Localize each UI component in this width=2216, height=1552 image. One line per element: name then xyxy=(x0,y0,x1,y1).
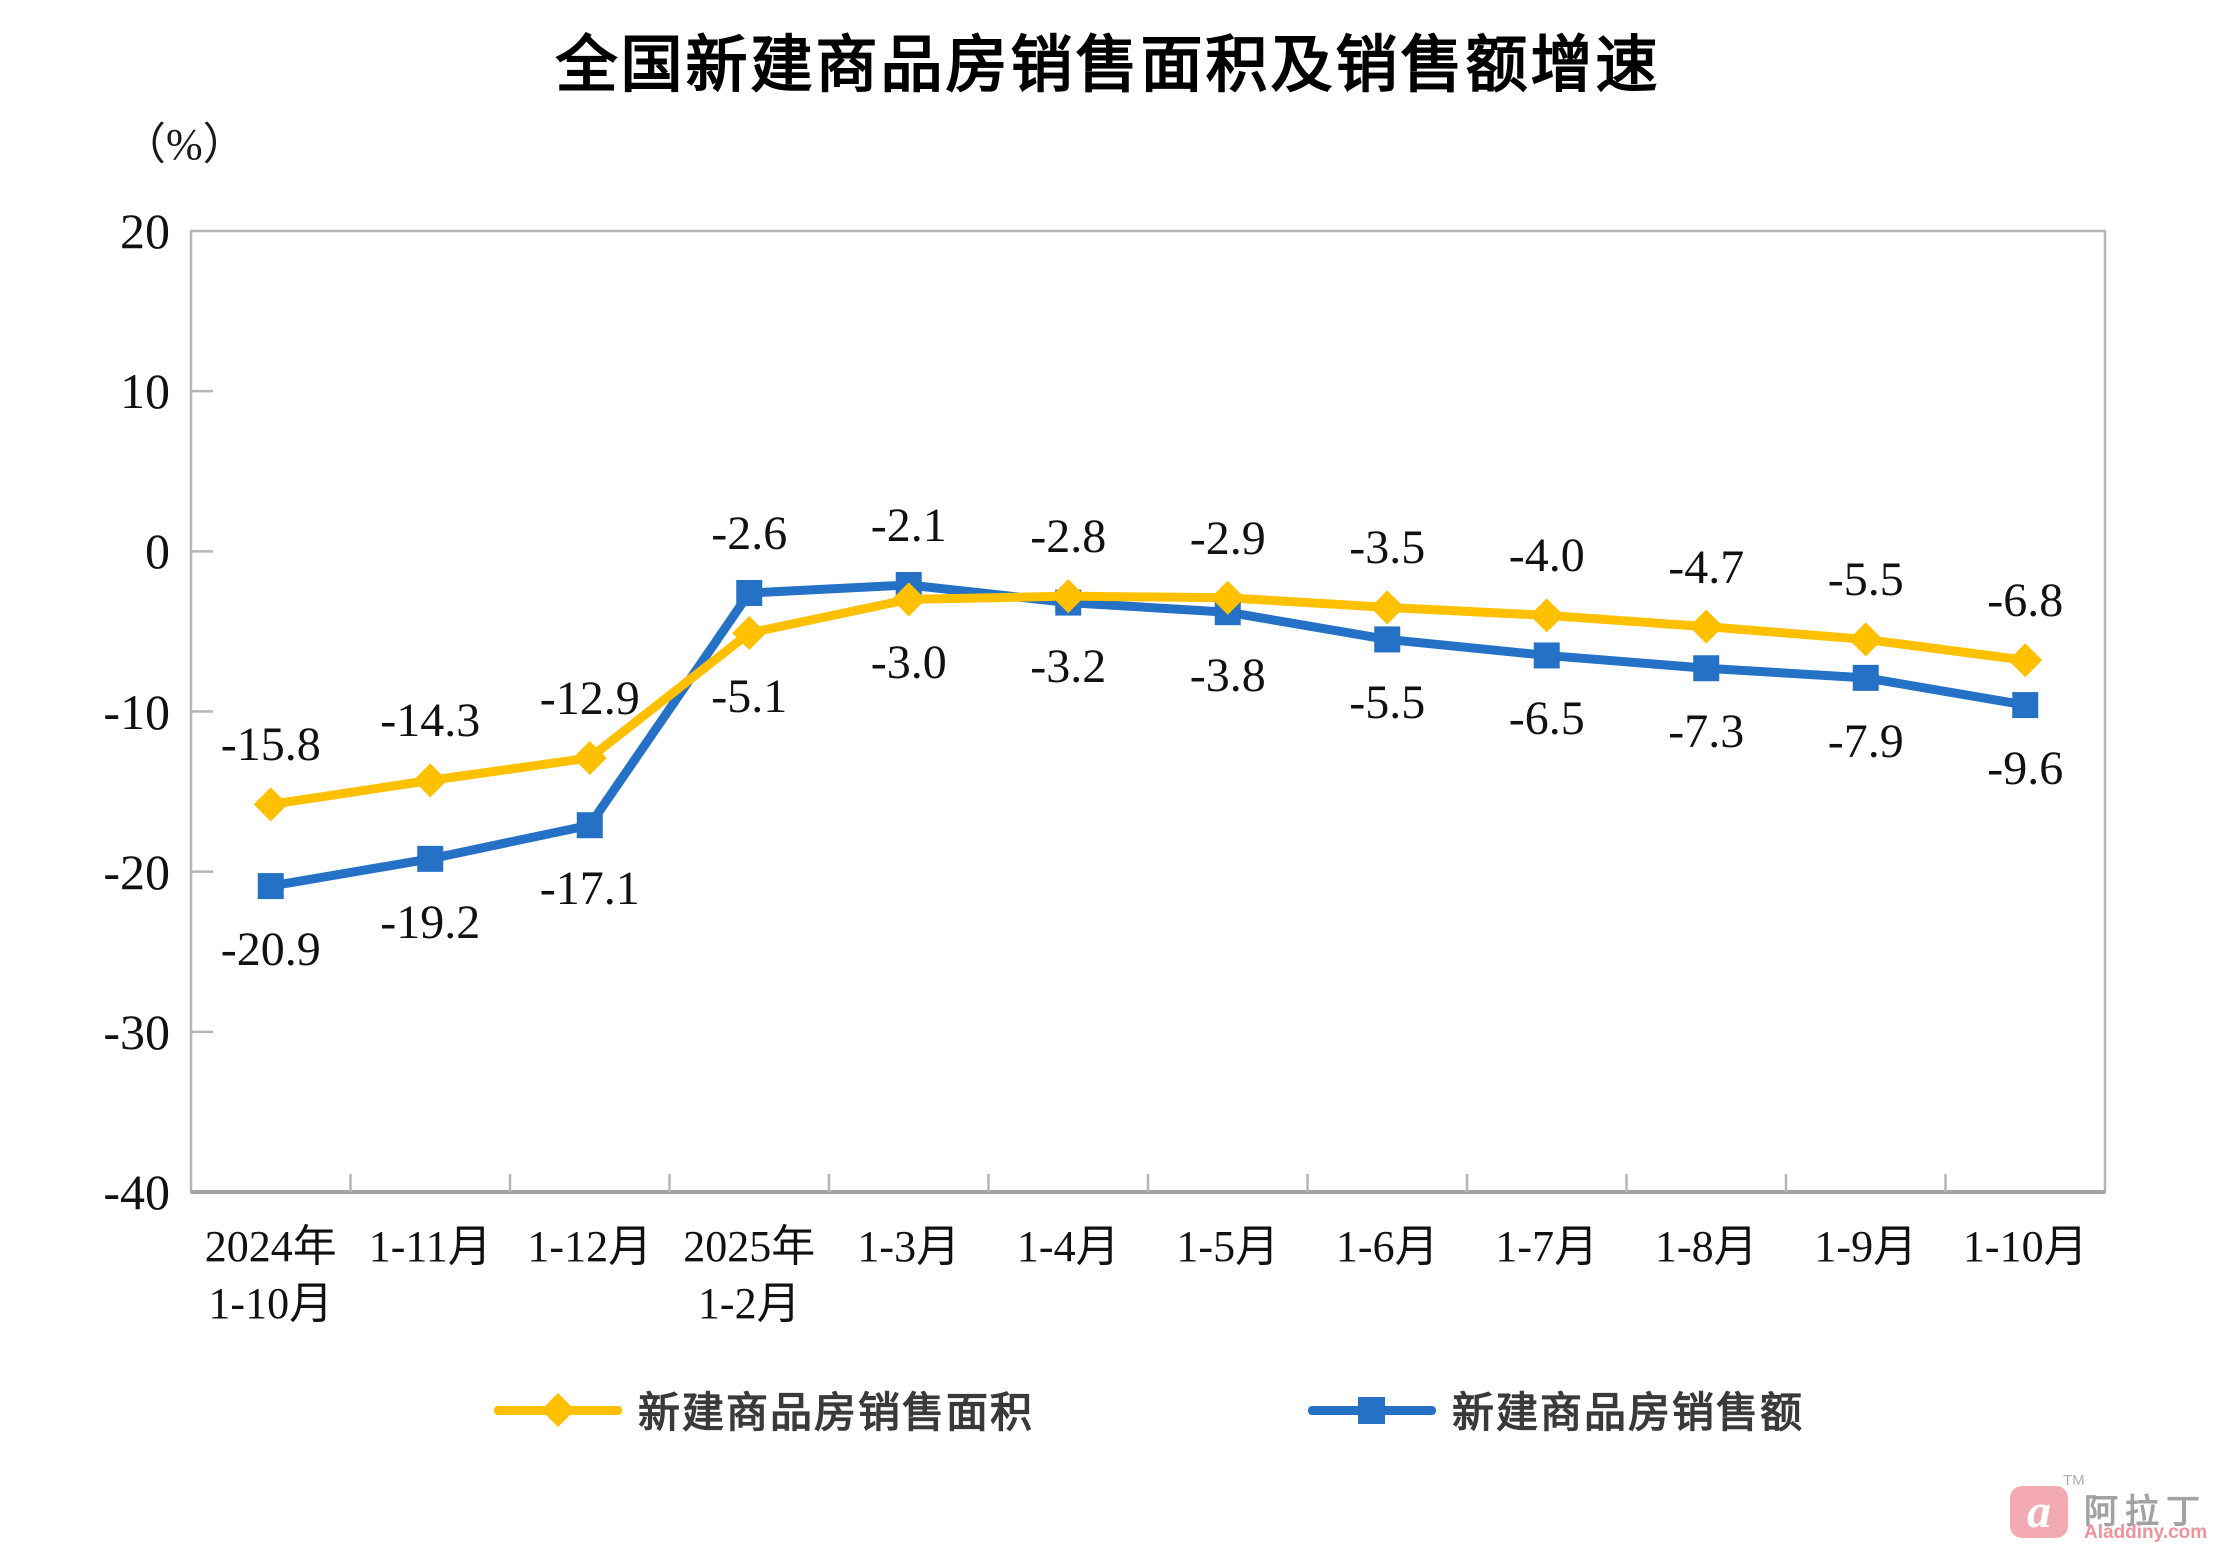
data-label: -20.9 xyxy=(220,923,321,977)
diamond-data-point-marker xyxy=(891,582,926,617)
square-data-point-marker xyxy=(576,812,603,839)
series-line-sales-amount xyxy=(266,580,2030,891)
square-data-point-marker xyxy=(1533,642,1560,669)
square-data-point-marker xyxy=(1852,664,1879,691)
x-axis-tick-label: 1-3月 xyxy=(857,1222,961,1271)
data-label: -5.5 xyxy=(1827,553,1904,607)
square-data-point-marker xyxy=(417,845,444,872)
diamond-data-point-marker xyxy=(253,787,288,822)
legend-swatch-sales-amount xyxy=(1308,1387,1436,1433)
data-label: -2.9 xyxy=(1189,511,1266,565)
y-axis-tick-label: -40 xyxy=(103,1164,170,1220)
diamond-data-point-marker xyxy=(572,740,607,775)
legend-label-sales-amount: 新建商品房销售额 xyxy=(1452,1391,1805,1437)
data-label: -6.8 xyxy=(1987,574,2064,628)
x-axis-tick-label: 1-9月 xyxy=(1814,1222,1918,1271)
data-label: -12.9 xyxy=(539,671,640,725)
x-axis-tick-label: 1-11月 xyxy=(368,1222,492,1271)
data-label: -7.9 xyxy=(1827,714,1904,768)
legend-item-sales-area: 新建商品房销售面积 xyxy=(494,1379,1034,1440)
trademark-symbol: TM xyxy=(2063,1472,2085,1489)
y-axis-tick-label: -10 xyxy=(103,683,170,740)
data-label: -2.1 xyxy=(870,498,947,552)
diamond-data-point-marker xyxy=(1848,622,1883,657)
data-label: -5.1 xyxy=(711,670,788,724)
y-axis-tick-label: 20 xyxy=(120,203,170,259)
data-label: -15.8 xyxy=(220,718,321,772)
data-label: -4.0 xyxy=(1508,529,1585,583)
diamond-data-point-marker xyxy=(1370,590,1405,625)
square-data-point-marker xyxy=(1693,655,1720,682)
square-data-point-marker xyxy=(2012,692,2039,719)
x-axis-tick-label: 2024年 1-10月 xyxy=(204,1222,337,1328)
square-data-point-marker xyxy=(1374,626,1401,653)
data-label: -4.7 xyxy=(1668,540,1745,594)
x-axis-tick-label: 1-6月 xyxy=(1335,1222,1439,1271)
data-label: -7.3 xyxy=(1668,705,1745,759)
x-axis-tick-label: 1-8月 xyxy=(1654,1222,1758,1271)
aladdiny-logo-icon: a xyxy=(2010,1486,2068,1538)
diamond-data-point-marker xyxy=(413,763,448,798)
watermark-name: 阿拉丁 xyxy=(2084,1493,2207,1531)
diamond-data-point-marker xyxy=(2008,643,2043,678)
y-axis-tick-label: -30 xyxy=(103,1003,170,1060)
x-axis-tick-label: 1-12月 xyxy=(527,1222,653,1271)
data-label: -3.0 xyxy=(870,636,947,690)
diamond-data-point-marker xyxy=(732,616,767,651)
data-label: -14.3 xyxy=(380,694,481,748)
diamond-marker-icon xyxy=(541,1392,575,1427)
data-label: -17.1 xyxy=(539,862,640,916)
diamond-data-point-marker xyxy=(1051,579,1086,614)
x-axis-tick-label: 1-4月 xyxy=(1016,1222,1120,1271)
data-label: -2.6 xyxy=(711,506,788,560)
data-label: -9.6 xyxy=(1987,742,2064,796)
y-axis-tick-label: 0 xyxy=(145,523,170,580)
data-label: -6.5 xyxy=(1508,692,1585,746)
data-label: -3.5 xyxy=(1349,521,1426,575)
diamond-data-point-marker xyxy=(1529,598,1564,633)
square-marker-icon xyxy=(1358,1396,1385,1424)
legend-swatch-sales-area xyxy=(494,1387,622,1433)
watermark-aladdiny: a TM 阿拉丁 Aladdiny.com xyxy=(2010,1470,2216,1550)
square-data-point-marker xyxy=(257,873,284,900)
data-label: -3.2 xyxy=(1030,639,1107,693)
x-axis-tick-label: 2025年 1-2月 xyxy=(683,1222,816,1328)
legend-label-sales-area: 新建商品房销售面积 xyxy=(638,1391,1035,1437)
x-axis-tick-label: 1-10月 xyxy=(1962,1222,2088,1271)
diamond-data-point-marker xyxy=(1689,609,1724,644)
series-line-sales-area xyxy=(266,591,2030,809)
x-axis-tick-label: 1-5月 xyxy=(1176,1222,1280,1271)
y-axis-tick-label: 10 xyxy=(120,363,170,420)
y-axis-unit-label: （%） xyxy=(122,120,247,169)
y-axis-tick-label: -20 xyxy=(103,843,170,900)
watermark-site: Aladdiny.com xyxy=(2084,1522,2208,1543)
diamond-data-point-marker xyxy=(1210,580,1245,615)
x-axis-tick-label: 1-7月 xyxy=(1495,1222,1599,1271)
data-label: -2.8 xyxy=(1030,510,1107,564)
data-label: -3.8 xyxy=(1189,649,1266,703)
square-data-point-marker xyxy=(736,579,763,606)
chart-title: 全国新建商品房销售面积及销售额增速 xyxy=(555,31,1661,100)
data-label: -5.5 xyxy=(1349,676,1426,730)
legend-item-sales-amount: 新建商品房销售额 xyxy=(1308,1379,1804,1440)
data-label: -19.2 xyxy=(380,895,481,949)
